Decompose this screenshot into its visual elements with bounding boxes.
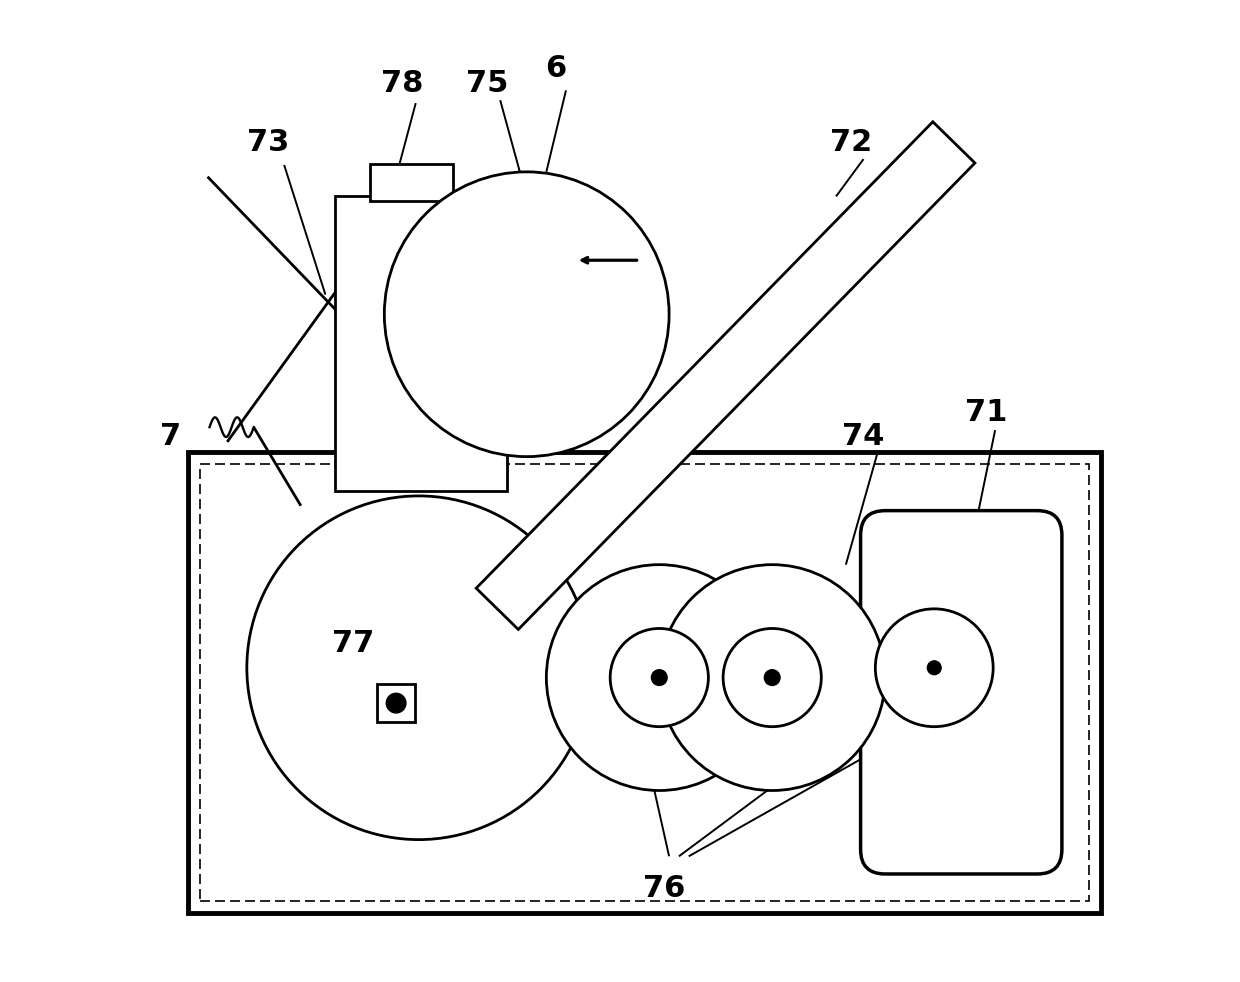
Polygon shape — [476, 122, 975, 629]
Text: 74: 74 — [842, 422, 884, 452]
Circle shape — [651, 670, 667, 685]
Circle shape — [875, 609, 993, 727]
Circle shape — [247, 496, 590, 840]
Text: 76: 76 — [644, 874, 686, 903]
Text: 77: 77 — [332, 628, 374, 658]
Circle shape — [384, 172, 670, 457]
Circle shape — [723, 628, 821, 727]
Bar — [188, 452, 1101, 913]
Text: 6: 6 — [546, 54, 567, 83]
Circle shape — [547, 565, 773, 791]
Circle shape — [387, 693, 405, 713]
Circle shape — [928, 661, 941, 675]
Text: 72: 72 — [830, 128, 872, 157]
Bar — [370, 164, 453, 201]
Text: 75: 75 — [466, 69, 508, 98]
Circle shape — [610, 628, 708, 727]
Text: 7: 7 — [160, 422, 181, 452]
Circle shape — [660, 565, 885, 791]
Text: 78: 78 — [381, 69, 423, 98]
Bar — [200, 464, 1090, 901]
Text: 73: 73 — [247, 128, 290, 157]
Bar — [335, 196, 507, 491]
Circle shape — [764, 670, 780, 685]
FancyBboxPatch shape — [861, 511, 1061, 874]
Text: 71: 71 — [965, 398, 1007, 427]
Bar — [377, 684, 414, 722]
